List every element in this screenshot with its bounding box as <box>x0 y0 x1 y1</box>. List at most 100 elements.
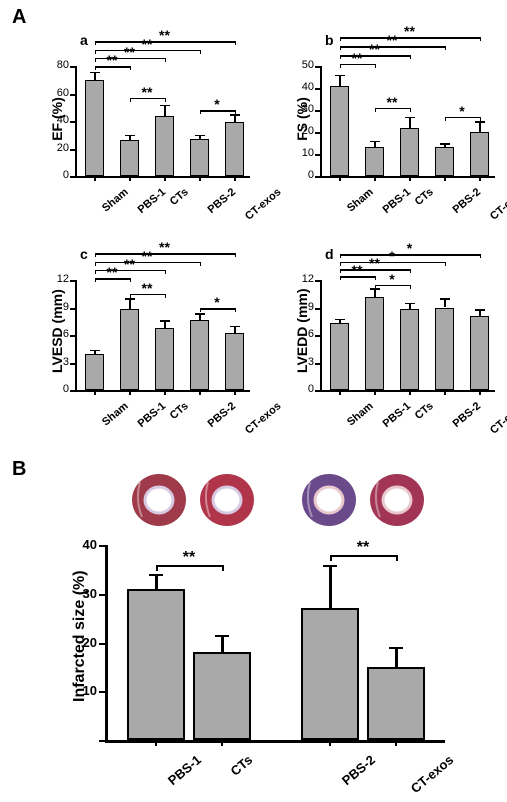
errcap-B <box>323 565 337 567</box>
errcap <box>160 105 170 107</box>
sigstar: ** <box>137 280 157 296</box>
ytick <box>70 149 75 151</box>
panel-b-label: B <box>12 458 26 481</box>
xlabel-a-2: CTs <box>167 186 190 208</box>
ytick-B <box>99 545 105 547</box>
sigtick <box>480 254 482 258</box>
xtick <box>339 176 341 181</box>
bar-a-0 <box>85 80 104 176</box>
xlabel-B-1: CTs <box>228 752 256 779</box>
sigtick <box>95 270 97 274</box>
x-axis-c <box>75 390 250 392</box>
errcap <box>335 319 345 321</box>
ytick <box>315 280 320 282</box>
heart-image-3 <box>368 472 426 528</box>
bar-d-4 <box>470 316 489 390</box>
sigtick <box>165 98 167 102</box>
sigtick <box>235 253 237 257</box>
ytick <box>315 110 320 112</box>
ytick <box>315 88 320 90</box>
ytick-label: 9 <box>47 301 69 313</box>
xtick <box>479 176 481 181</box>
sigtick-B <box>156 565 158 571</box>
y-axis-a <box>75 66 77 178</box>
sigtick <box>200 262 202 266</box>
errbar <box>409 117 411 128</box>
sigstar: ** <box>137 84 157 100</box>
ytick <box>70 280 75 282</box>
sigstar: * <box>382 271 402 287</box>
xlabel-a-4: CT-exos <box>243 186 283 223</box>
sigtick <box>235 41 237 45</box>
ytick-label-B: 30 <box>73 586 97 601</box>
sigtick-B <box>222 565 224 571</box>
bar-b-1 <box>365 147 384 176</box>
xlabel-b-0: Sham <box>345 186 376 214</box>
sigtick <box>375 276 377 280</box>
bar-c-4 <box>225 333 244 390</box>
errcap-B <box>389 647 403 649</box>
errcap <box>475 121 485 123</box>
sigtick <box>95 262 97 266</box>
xtick-B <box>329 740 331 746</box>
sigtick <box>200 110 202 114</box>
ytick <box>70 66 75 68</box>
bar-c-2 <box>155 328 174 390</box>
errbar-B <box>329 565 332 609</box>
xtick <box>199 390 201 395</box>
ytick-label: 40 <box>47 114 69 126</box>
sigtick <box>340 46 342 50</box>
sigstar: * <box>400 240 420 256</box>
ytick <box>315 154 320 156</box>
xtick-B <box>155 740 157 746</box>
ytick-label: 0 <box>47 383 69 395</box>
errbar-B <box>395 647 398 667</box>
errcap <box>195 313 205 315</box>
errcap <box>160 320 170 322</box>
sigtick <box>95 278 97 282</box>
xtick <box>374 176 376 181</box>
ytick-label-B: 20 <box>73 635 97 650</box>
sub-label-d: d <box>325 246 334 262</box>
errcap-B <box>215 635 229 637</box>
sigtick <box>410 55 412 59</box>
sigstar-B: ** <box>177 549 201 567</box>
y-axis-b <box>320 66 322 178</box>
ytick <box>315 390 320 392</box>
ytick-label: 40 <box>292 81 314 93</box>
ytick-label: 80 <box>47 59 69 71</box>
xtick <box>164 176 166 181</box>
ytick-label: 20 <box>47 142 69 154</box>
xlabel-c-4: CT-exos <box>243 400 283 437</box>
sigtick <box>410 108 412 112</box>
sigtick <box>130 278 132 282</box>
errcap <box>335 75 345 77</box>
bar-d-1 <box>365 297 384 391</box>
sigtick <box>410 285 412 289</box>
ytick-label: 12 <box>47 273 69 285</box>
xlabel-d-3: PBS-2 <box>450 400 483 430</box>
ytick-label: 6 <box>292 328 314 340</box>
ytick-B <box>99 691 105 693</box>
bar-d-2 <box>400 309 419 390</box>
errcap <box>370 141 380 143</box>
ytick <box>315 66 320 68</box>
ytick <box>70 121 75 123</box>
ytick <box>70 363 75 365</box>
bar-c-0 <box>85 354 104 390</box>
sigtick <box>480 117 482 121</box>
xlabel-B-0: PBS-1 <box>165 752 204 788</box>
ytick <box>70 335 75 337</box>
ytick-label: 6 <box>47 328 69 340</box>
ytick-label-B: 10 <box>73 683 97 698</box>
xtick <box>479 390 481 395</box>
ytick <box>70 308 75 310</box>
ytick <box>315 308 320 310</box>
sigtick <box>95 253 97 257</box>
sigstar: ** <box>155 27 175 43</box>
errbar <box>479 121 481 132</box>
sigstar: ** <box>155 239 175 255</box>
xlabel-b-1: PBS-1 <box>380 186 413 216</box>
sigtick <box>375 108 377 112</box>
sigtick <box>445 46 447 50</box>
